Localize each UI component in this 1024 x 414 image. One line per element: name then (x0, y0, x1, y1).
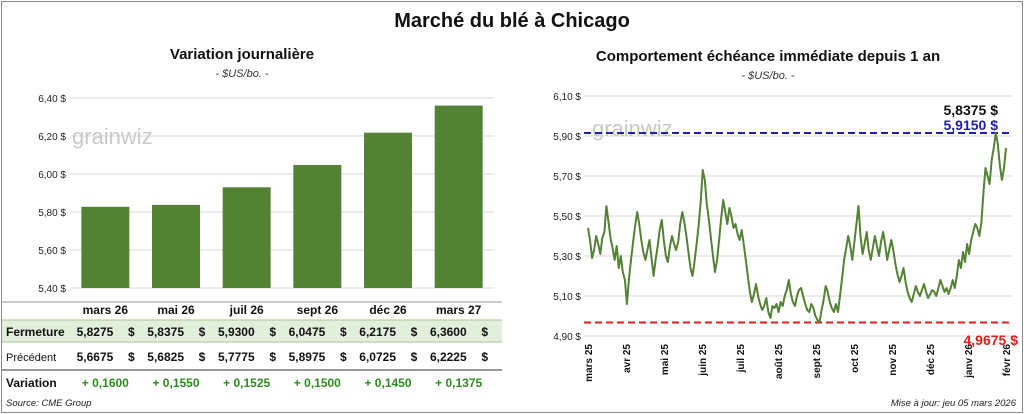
currency-symbol: $ (128, 350, 135, 364)
variation-value: + 0,1450 (364, 376, 411, 390)
bar (152, 204, 200, 288)
x-tick-label: avr 25 (622, 344, 633, 373)
y-tick-label: 4,90 $ (553, 332, 581, 343)
bar (81, 206, 130, 288)
bar-series (81, 105, 483, 288)
currency-symbol: $ (411, 350, 418, 364)
bar (364, 132, 412, 288)
y-tick-label: 5,30 $ (553, 252, 581, 263)
x-tick-label: oct 25 (850, 344, 861, 373)
price-value: 5,6825 (147, 350, 184, 364)
x-tick-label: déc 25 (926, 344, 937, 376)
column-header: sept 26 (297, 303, 339, 317)
column-header: juil 26 (229, 303, 264, 317)
column-header: déc 26 (369, 303, 407, 317)
price-table: mars 26 mai 26 juil 26 sept 26 déc 26 mars 27… (2, 301, 502, 390)
daily-variation-chart: grainwiz 5,40 $ 5,60 $ 5,80 $ 6,00 $ 6,20 $ 6… (2, 94, 502, 390)
right-y-axis: 4,90 $ 5,10 $ 5,30 $ 5,50 $ 5,70 $ 5,90 $ 6,10… (553, 92, 581, 343)
right-panel-unit: - $US/bo. - (741, 70, 795, 82)
row-highlight (2, 320, 502, 342)
price-value: 5,7775 (218, 350, 255, 364)
main-title: Marché du blé à Chicago (394, 10, 630, 32)
currency-symbol: $ (481, 350, 488, 364)
variation-value: + 0,1525 (223, 376, 270, 390)
price-value: 5,8975 (289, 350, 326, 364)
variation-row-label: Variation (6, 376, 57, 390)
left-panel-unit: - $US/bo. - (215, 68, 269, 80)
x-tick-label: août 25 (774, 344, 785, 379)
y-tick-label: 5,50 $ (553, 212, 581, 223)
x-tick-label: mai 25 (660, 344, 671, 376)
price-value: 6,2175 (359, 325, 396, 339)
y-tick-label: 6,00 $ (38, 170, 66, 181)
y-tick-label: 5,60 $ (38, 246, 66, 257)
y-tick-label: 5,10 $ (553, 292, 581, 303)
price-value: 6,2225 (430, 350, 467, 364)
x-tick-label: janv 26 (964, 344, 975, 379)
y-tick-label: 5,40 $ (38, 284, 66, 295)
column-header: mars 26 (83, 303, 129, 317)
price-value: 6,0475 (289, 325, 326, 339)
currency-symbol: $ (481, 325, 488, 339)
update-note: Mise à jour: jeu 05 mars 2026 (890, 398, 1016, 409)
x-tick-label: juil 25 (736, 344, 747, 374)
currency-symbol: $ (199, 325, 206, 339)
price-value: 5,8375 (147, 325, 184, 339)
price-value: 5,9300 (218, 325, 255, 339)
variation-value: + 0,1550 (152, 376, 199, 390)
front-month-chart: grainwiz 4,90 $ 5,10 $ 5,30 $ 5,50 $ 5,70 $ 5… (553, 92, 1019, 382)
variation-value: + 0,1375 (435, 376, 482, 390)
price-value: 5,8275 (77, 325, 114, 339)
price-value: 5,6675 (77, 350, 114, 364)
currency-symbol: $ (269, 350, 276, 364)
x-tick-label: sept 25 (812, 344, 823, 379)
right-panel-title: Comportement échéance immédiate depuis 1… (595, 48, 941, 65)
x-tick-label: nov 25 (888, 344, 899, 376)
column-header: mai 26 (157, 303, 195, 317)
right-x-axis: mars 25 avr 25 mai 25 juin 25 juil 25 août 25… (584, 344, 1013, 382)
y-tick-label: 5,70 $ (553, 172, 581, 183)
price-value: 6,0725 (359, 350, 396, 364)
bar (293, 164, 342, 288)
watermark-logo: grainwiz (72, 124, 153, 149)
previous-row-label: Précédent (6, 352, 56, 364)
watermark-logo-right: grainwiz (592, 116, 673, 141)
closing-row-label: Fermeture (6, 325, 65, 339)
price-line (587, 132, 1007, 323)
bar (434, 105, 483, 288)
currency-symbol: $ (340, 350, 347, 364)
currency-symbol: $ (411, 325, 418, 339)
left-panel-title: Variation journalière (169, 46, 315, 63)
reference-lines (584, 132, 1012, 324)
y-tick-label: 6,10 $ (553, 92, 581, 103)
x-tick-label: juin 25 (698, 344, 709, 377)
x-tick-label: mars 25 (584, 344, 595, 382)
annotations: 5,8375 $5,9150 $ 4,9675 $ (944, 102, 1019, 348)
currency-symbol: $ (199, 350, 206, 364)
last-price-label: 5,8375 $ (944, 102, 999, 118)
variation-value: + 0,1600 (82, 376, 129, 390)
variation-value: + 0,1500 (294, 376, 341, 390)
y-tick-label: 6,20 $ (38, 132, 66, 143)
y-tick-label: 5,80 $ (38, 208, 66, 219)
price-value: 6,3600 (430, 325, 467, 339)
column-header: mars 27 (436, 303, 482, 317)
currency-symbol: $ (340, 325, 347, 339)
low-price-label: 4,9675 $ (964, 332, 1019, 348)
high-price-label: 5,9150 $ (944, 117, 999, 133)
y-tick-label: 5,90 $ (553, 132, 581, 143)
x-tick-label: févr 26 (1002, 344, 1013, 377)
source-note: Source: CME Group (6, 398, 92, 409)
y-tick-label: 6,40 $ (38, 94, 66, 105)
bar (222, 187, 271, 288)
currency-symbol: $ (269, 325, 276, 339)
left-gridlines (70, 97, 494, 289)
currency-symbol: $ (128, 325, 135, 339)
left-y-axis: 5,40 $ 5,60 $ 5,80 $ 6,00 $ 6,20 $ 6,40 $ (38, 94, 66, 295)
